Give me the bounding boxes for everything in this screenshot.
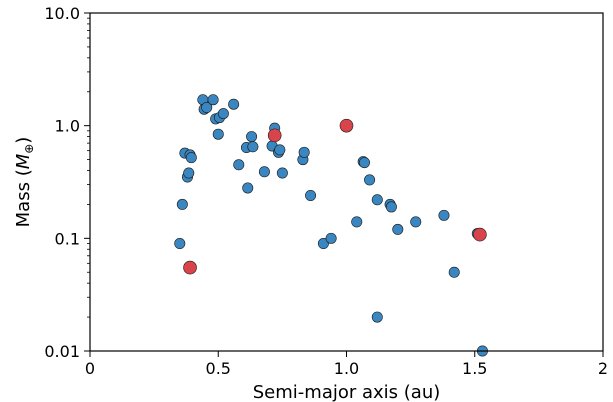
points-layer: [174, 94, 488, 357]
data-point-blue: [242, 182, 254, 194]
x-tick-label: 0: [85, 359, 95, 378]
data-point-blue: [371, 311, 383, 323]
data-point-blue: [233, 159, 245, 171]
y-axis-title: Mass (M⊕): [13, 137, 36, 228]
data-point-red: [267, 128, 282, 143]
data-point-blue: [174, 237, 186, 249]
axes-layer: 0 0.5 1.0 1.5 2 0.01 0.1 1.0 10.0: [44, 4, 608, 378]
data-point-blue: [317, 237, 329, 249]
x-tick-label: 1.5: [462, 359, 487, 378]
data-point-blue: [246, 131, 258, 143]
data-point-blue: [183, 167, 195, 179]
data-point-red: [473, 227, 487, 242]
x-axis-title: Semi-major axis (au): [253, 382, 441, 402]
data-point-blue: [185, 152, 197, 164]
x-tick-label: 2: [598, 359, 608, 378]
x-tick-label: 0.5: [206, 359, 231, 378]
y-tick-label: 0.01: [44, 342, 80, 361]
data-point-blue: [276, 167, 288, 179]
data-point-blue: [358, 157, 370, 169]
y-axis-title-symbol: M: [13, 153, 34, 169]
data-point-blue: [371, 194, 383, 206]
y-tick-label: 0.1: [55, 229, 80, 248]
data-point-blue: [438, 209, 450, 221]
y-axis-title-subscript: ⊕: [22, 144, 36, 154]
data-point-blue: [247, 141, 259, 153]
y-axis-title-prefix: Mass (: [13, 169, 34, 227]
data-point-red: [339, 118, 354, 133]
data-point-blue: [274, 144, 286, 156]
plot-frame: [89, 12, 604, 352]
data-point-blue: [176, 198, 188, 210]
data-point-blue: [385, 201, 397, 213]
y-axis-title-suffix: ): [13, 137, 34, 144]
data-point-red: [183, 260, 197, 275]
data-point-blue: [298, 146, 310, 158]
data-point-blue: [351, 216, 363, 228]
data-point-blue: [448, 266, 460, 278]
y-tick-label: 1.0: [55, 117, 80, 136]
data-point-blue: [325, 232, 337, 244]
data-point-blue: [207, 94, 219, 106]
data-point-blue: [364, 174, 376, 186]
data-point-blue: [258, 166, 270, 178]
data-point-blue: [228, 98, 240, 110]
data-point-blue: [201, 101, 213, 113]
data-point-blue: [217, 108, 229, 120]
x-tick-label: 1.0: [334, 359, 359, 378]
y-tick-label: 10.0: [44, 4, 80, 23]
data-point-blue: [305, 189, 317, 201]
data-point-blue: [410, 216, 422, 228]
data-point-blue: [392, 223, 404, 235]
data-point-blue: [212, 128, 224, 140]
